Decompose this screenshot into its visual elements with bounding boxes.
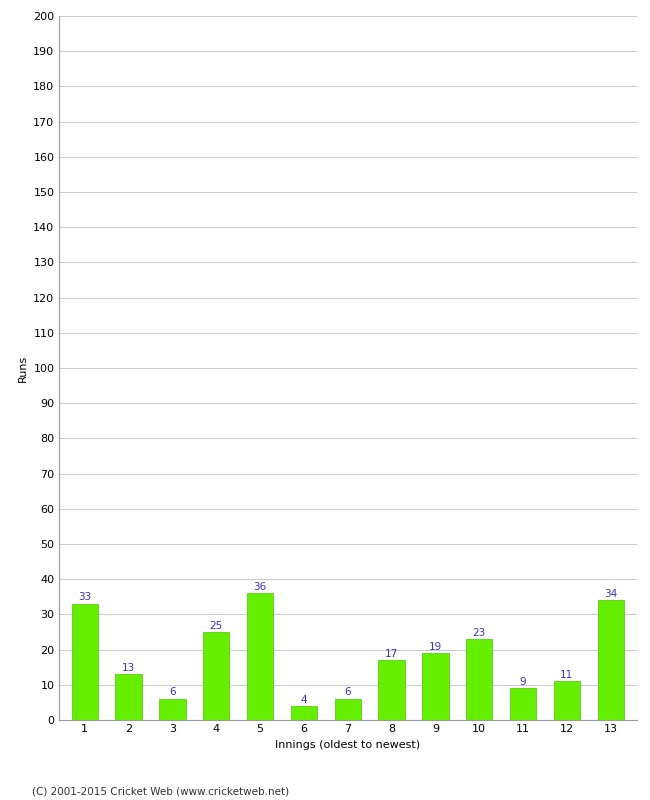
Bar: [72, 604, 98, 720]
Bar: [335, 699, 361, 720]
Text: (C) 2001-2015 Cricket Web (www.cricketweb.net): (C) 2001-2015 Cricket Web (www.cricketwe…: [32, 786, 290, 796]
Text: 34: 34: [604, 589, 618, 599]
Text: 13: 13: [122, 663, 135, 673]
Text: 33: 33: [78, 593, 92, 602]
Text: 36: 36: [254, 582, 266, 592]
Text: 6: 6: [344, 687, 351, 698]
X-axis label: Innings (oldest to newest): Innings (oldest to newest): [275, 740, 421, 750]
Text: 17: 17: [385, 649, 398, 658]
Y-axis label: Runs: Runs: [18, 354, 28, 382]
Bar: [422, 653, 448, 720]
Bar: [466, 639, 493, 720]
Bar: [116, 674, 142, 720]
Bar: [510, 688, 536, 720]
Text: 6: 6: [169, 687, 176, 698]
Text: 11: 11: [560, 670, 573, 680]
Text: 19: 19: [429, 642, 442, 652]
Bar: [203, 632, 229, 720]
Bar: [247, 594, 273, 720]
Text: 23: 23: [473, 628, 486, 638]
Bar: [554, 682, 580, 720]
Bar: [159, 699, 186, 720]
Bar: [291, 706, 317, 720]
Text: 9: 9: [520, 677, 526, 687]
Bar: [378, 660, 405, 720]
Text: 25: 25: [210, 621, 223, 630]
Bar: [597, 600, 624, 720]
Text: 4: 4: [300, 694, 307, 705]
